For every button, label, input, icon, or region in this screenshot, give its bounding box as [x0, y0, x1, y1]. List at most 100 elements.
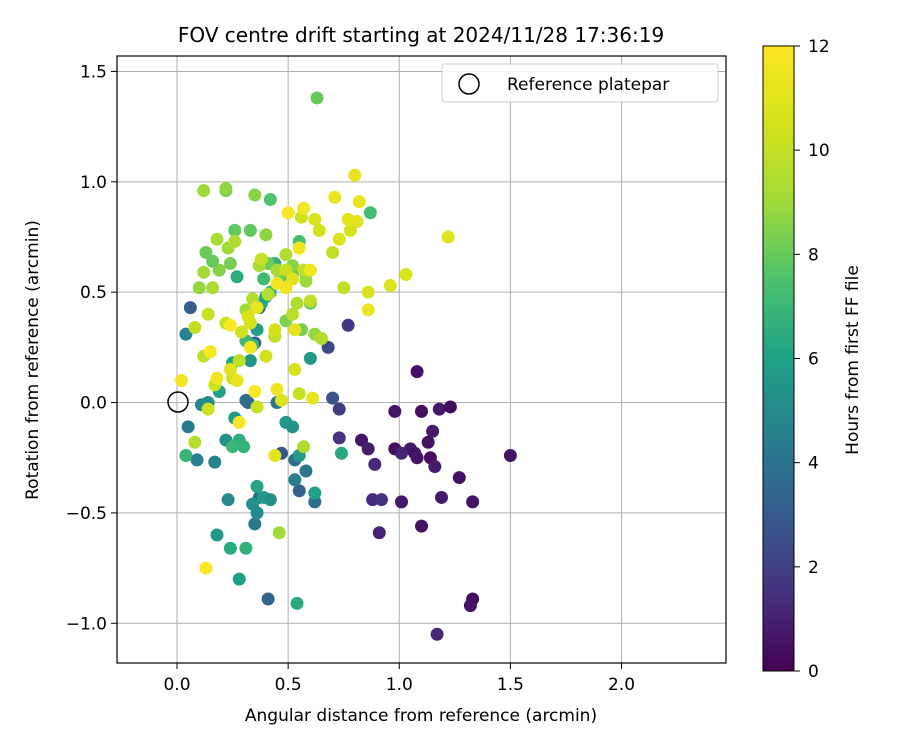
legend-label: Reference platepar — [507, 75, 669, 95]
data-point — [248, 517, 262, 531]
y-tick-label: 0.0 — [80, 394, 107, 414]
data-point — [328, 190, 342, 204]
data-point — [261, 287, 275, 301]
data-point — [219, 181, 233, 195]
legend-reference-marker — [458, 73, 480, 95]
data-point — [374, 493, 388, 507]
data-point — [206, 281, 220, 295]
data-point — [223, 318, 237, 332]
data-point — [306, 391, 320, 405]
data-point — [410, 365, 424, 379]
data-point — [452, 471, 466, 485]
data-point — [250, 400, 264, 414]
data-point — [174, 373, 188, 387]
data-point — [279, 263, 293, 277]
data-point — [257, 272, 271, 286]
data-point — [179, 327, 193, 341]
data-point — [263, 493, 277, 507]
data-point — [303, 263, 317, 277]
data-point — [435, 490, 449, 504]
data-point — [368, 457, 382, 471]
data-point — [250, 506, 264, 520]
data-point — [212, 263, 226, 277]
data-point — [228, 234, 242, 248]
data-point — [183, 301, 197, 315]
data-point — [394, 446, 408, 460]
data-point — [343, 223, 357, 237]
data-point — [286, 307, 300, 321]
data-point — [210, 371, 224, 385]
data-point — [354, 433, 368, 447]
plot-frame — [116, 55, 727, 664]
data-point — [243, 340, 257, 354]
data-point — [292, 387, 306, 401]
data-point — [366, 493, 380, 507]
x-axis-label: Angular distance from reference (arcmin) — [245, 706, 597, 726]
data-point — [248, 385, 262, 399]
data-point — [259, 228, 273, 242]
data-point — [297, 440, 311, 454]
data-point — [466, 495, 480, 509]
data-point — [254, 252, 268, 266]
data-point — [192, 281, 206, 295]
x-tick-label: 0.0 — [163, 675, 190, 695]
data-point — [239, 541, 253, 555]
data-point — [321, 340, 335, 354]
data-point — [270, 263, 284, 277]
data-point — [430, 627, 444, 641]
legend: Reference platepar — [441, 63, 719, 103]
data-point — [299, 274, 313, 288]
colorbar-gradient — [762, 45, 795, 672]
data-point — [421, 435, 435, 449]
data-point — [341, 212, 355, 226]
data-point — [223, 256, 237, 270]
data-point — [223, 541, 237, 555]
data-point — [292, 241, 306, 255]
colorbar-tick-label: 0 — [808, 662, 819, 682]
data-point — [248, 188, 262, 202]
data-point — [308, 486, 322, 500]
data-point — [326, 391, 340, 405]
data-point — [286, 272, 300, 286]
colorbar-tick-label: 8 — [808, 245, 819, 265]
grid — [117, 56, 726, 663]
data-point — [292, 484, 306, 498]
data-point — [332, 431, 346, 445]
y-axis-ticks: −1.0 −0.5 0.0 0.5 1.0 1.5 — [66, 62, 117, 634]
data-point — [303, 351, 317, 365]
y-tick-label: −0.5 — [66, 504, 107, 524]
data-point — [399, 268, 413, 282]
data-point — [394, 495, 408, 509]
data-point — [190, 453, 204, 467]
data-point — [432, 402, 446, 416]
data-point — [234, 325, 248, 339]
data-point — [415, 404, 428, 418]
data-point — [199, 561, 213, 575]
data-point — [334, 446, 348, 460]
data-point — [426, 424, 440, 438]
data-point — [372, 526, 386, 540]
colorbar: 0 2 4 6 8 10 12 Hours from first FF file — [762, 37, 863, 682]
data-point — [259, 349, 273, 363]
data-point — [201, 307, 215, 321]
data-point — [199, 245, 213, 259]
data-point — [210, 528, 224, 542]
data-point — [261, 592, 275, 606]
data-point — [503, 449, 517, 463]
data-point — [361, 285, 375, 299]
data-point — [208, 455, 222, 469]
colorbar-tick-label: 2 — [808, 558, 819, 578]
data-point — [188, 435, 202, 449]
data-point — [314, 332, 328, 346]
data-point — [361, 303, 375, 317]
data-point — [201, 402, 215, 416]
data-point — [388, 404, 402, 418]
data-point — [383, 279, 397, 293]
data-point — [268, 449, 282, 463]
colorbar-tick-label: 10 — [808, 141, 830, 161]
data-point — [288, 323, 302, 337]
data-point — [274, 393, 288, 407]
data-point — [288, 473, 302, 487]
data-point — [308, 212, 322, 226]
